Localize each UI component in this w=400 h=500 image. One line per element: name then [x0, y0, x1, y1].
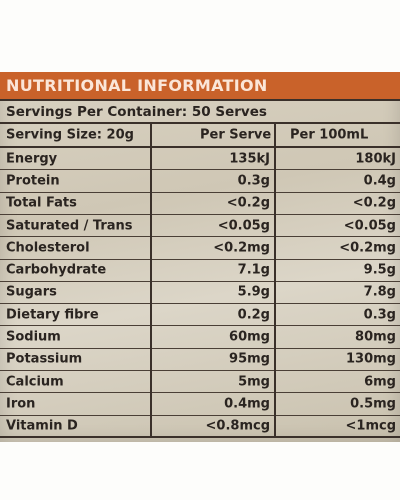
per-serve-value: 95mg [229, 351, 270, 367]
table-row: Sodium 60mg 80mg [0, 326, 400, 349]
column-header-serving-size: Serving Size: 20g [6, 127, 134, 143]
nutrient-label: Total Fats [6, 195, 77, 211]
servings-row: Servings Per Container: 50 Serves [0, 101, 400, 124]
nutrient-label: Dietary fibre [6, 307, 99, 323]
table-row: Saturated / Trans <0.05g <0.05g [0, 215, 400, 238]
column-header-row: Serving Size: 20g Per Serve Per 100mL [0, 124, 400, 148]
table-header-band: NUTRITIONAL INFORMATION [0, 72, 400, 101]
column-divider [150, 124, 152, 438]
servings-per-container: Servings Per Container: 50 Serves [6, 104, 267, 120]
per-100ml-value: 80mg [355, 329, 396, 345]
per-100ml-value: 0.3g [363, 307, 396, 323]
column-header-per-serve: Per Serve [200, 127, 272, 143]
nutrient-label: Carbohydrate [6, 262, 107, 278]
per-100ml-value: 6mg [364, 374, 396, 390]
nutrient-label: Saturated / Trans [6, 218, 133, 234]
nutrient-label: Iron [6, 396, 36, 412]
table-title: NUTRITIONAL INFORMATION [6, 76, 268, 95]
table-row: Iron 0.4mg 0.5mg [0, 393, 400, 416]
table-row: Carbohydrate 7.1g 9.5g [0, 260, 400, 282]
table-row: Energy 135kJ 180kJ [0, 148, 400, 171]
per-serve-value: <0.2mg [213, 240, 270, 256]
table-row: Potassium 95mg 130mg [0, 349, 400, 372]
per-100ml-value: 0.5mg [350, 396, 396, 412]
per-serve-value: 7.1g [237, 262, 270, 278]
nutrient-label: Potassium [6, 351, 83, 367]
per-100ml-value: 9.5g [363, 262, 396, 278]
per-100ml-value: 0.4g [363, 173, 396, 189]
per-serve-value: 60mg [229, 329, 270, 345]
table-row: Protein 0.3g 0.4g [0, 170, 400, 193]
per-100ml-value: <0.2g [352, 195, 396, 211]
per-100ml-value: <0.2mg [339, 240, 396, 256]
per-serve-value: 0.2g [237, 307, 270, 323]
table-row: Vitamin D <0.8mcg <1mcg [0, 416, 400, 438]
per-serve-value: 0.4mg [224, 396, 270, 412]
nutrient-label: Sodium [6, 329, 61, 345]
nutrient-label: Sugars [6, 284, 57, 300]
nutrient-label: Vitamin D [6, 418, 78, 434]
per-serve-value: 5mg [238, 374, 270, 390]
table-row: Calcium 5mg 6mg [0, 371, 400, 394]
table-row: Dietary fibre 0.2g 0.3g [0, 304, 400, 327]
per-100ml-value: <0.05g [343, 218, 396, 234]
table-row: Sugars 5.9g 7.8g [0, 282, 400, 305]
nutrient-label: Calcium [6, 374, 64, 390]
nutrition-panel: NUTRITIONAL INFORMATION Servings Per Con… [0, 72, 400, 442]
table-row: Cholesterol <0.2mg <0.2mg [0, 237, 400, 260]
nutrient-label: Cholesterol [6, 240, 90, 256]
per-100ml-value: 7.8g [363, 284, 396, 300]
nutrient-label: Energy [6, 151, 58, 167]
per-100ml-value: 180kJ [355, 151, 396, 167]
per-100ml-value: 130mg [346, 351, 396, 367]
per-serve-value: <0.8mcg [205, 418, 270, 434]
per-serve-value: 5.9g [237, 284, 270, 300]
table-row: Total Fats <0.2g <0.2g [0, 193, 400, 215]
per-serve-value: 135kJ [229, 151, 270, 167]
per-serve-value: <0.05g [217, 218, 270, 234]
per-serve-value: 0.3g [237, 173, 270, 189]
nutrient-label: Protein [6, 173, 60, 189]
column-divider [274, 124, 276, 438]
column-header-per-100ml: Per 100mL [290, 127, 369, 143]
per-serve-value: <0.2g [226, 195, 270, 211]
per-100ml-value: <1mcg [345, 418, 397, 434]
